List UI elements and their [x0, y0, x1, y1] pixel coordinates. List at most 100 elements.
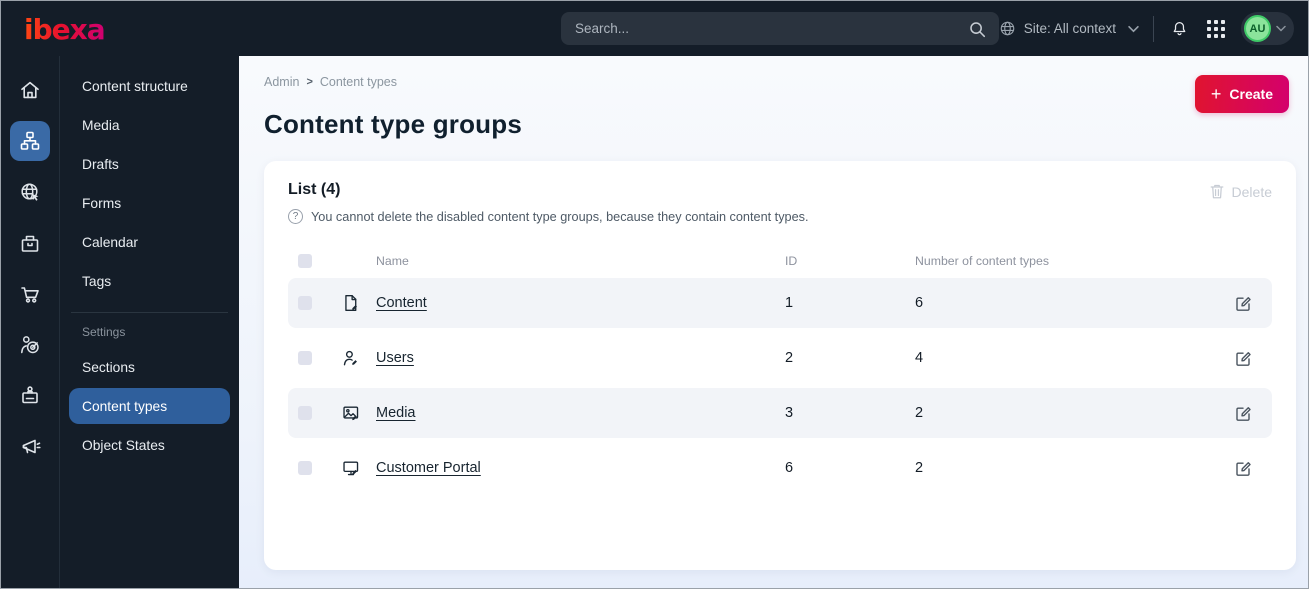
sidebar-item-content-types[interactable]: Content types: [69, 388, 230, 424]
delete-button[interactable]: Delete: [1209, 183, 1272, 200]
sidebar-item-label: Object States: [82, 437, 165, 453]
column-header-count: Number of content types: [915, 254, 1049, 268]
group-count: 4: [915, 350, 924, 366]
sidebar-menu: Content structure Media Drafts Forms Cal…: [60, 56, 239, 588]
group-name-link[interactable]: Users: [376, 350, 414, 366]
apps-menu-button[interactable]: [1205, 18, 1227, 40]
menu-divider: [71, 312, 228, 313]
column-header-name: Name: [376, 254, 409, 268]
sidebar-item-content-structure[interactable]: Content structure: [69, 68, 230, 104]
breadcrumb-separator: >: [306, 76, 313, 88]
sidebar-item-label: Content structure: [82, 78, 188, 94]
grid-icon: [1207, 19, 1225, 38]
logo-text: ibexa: [24, 13, 105, 46]
list-count-title: List (4): [288, 181, 341, 198]
chevron-down-icon: [1276, 25, 1286, 32]
megaphone-icon: [22, 439, 41, 454]
badge-icon: [22, 386, 38, 404]
edit-button[interactable]: [1232, 457, 1272, 479]
sidebar-item-label: Drafts: [82, 156, 119, 172]
group-name-link[interactable]: Customer Portal: [376, 460, 481, 476]
group-count: 6: [915, 295, 924, 311]
row-checkbox[interactable]: [298, 406, 312, 420]
avatar: AU: [1244, 15, 1271, 42]
create-button-label: Create: [1229, 86, 1273, 102]
ibexa-logo[interactable]: ibexa: [23, 11, 113, 47]
user-edit-icon: [342, 349, 376, 367]
search-icon[interactable]: [967, 19, 987, 39]
group-id: 6: [785, 460, 794, 476]
chevron-down-icon: [1128, 25, 1139, 33]
row-checkbox[interactable]: [298, 461, 312, 475]
edit-icon: [1236, 352, 1251, 366]
notifications-button[interactable]: [1168, 17, 1191, 41]
edit-icon: [1236, 297, 1251, 311]
global-search[interactable]: [561, 12, 999, 45]
edit-button[interactable]: [1232, 402, 1272, 424]
site-globe-icon: [21, 183, 39, 201]
table-row: Users 2 4: [288, 333, 1272, 383]
globe-icon: [1000, 21, 1014, 36]
page-title: Content type groups: [264, 109, 523, 139]
rail-item-dashboard[interactable]: [10, 70, 50, 110]
group-id: 3: [785, 405, 794, 421]
image-edit-icon: [342, 404, 376, 422]
breadcrumb: Admin > Content types: [264, 75, 1296, 89]
group-id: 1: [785, 295, 794, 311]
bell-icon: [1173, 21, 1186, 35]
help-icon: ?: [288, 209, 303, 224]
create-button[interactable]: + Create: [1194, 75, 1289, 113]
row-checkbox[interactable]: [298, 351, 312, 365]
column-header-id: ID: [785, 254, 798, 268]
info-text: You cannot delete the disabled content t…: [311, 209, 809, 224]
search-input[interactable]: [575, 21, 967, 36]
table-header-row: Name ID Number of content types: [288, 244, 1272, 278]
topbar-divider: [1153, 15, 1154, 42]
breadcrumb-admin[interactable]: Admin: [264, 75, 300, 89]
sidebar-item-label: Media: [82, 117, 120, 133]
group-name-link[interactable]: Content: [376, 295, 427, 311]
row-checkbox[interactable]: [298, 296, 312, 310]
content-type-groups-table: Name ID Number of content types Content …: [288, 244, 1272, 498]
edit-icon: [1236, 407, 1251, 421]
edit-button[interactable]: [1232, 292, 1272, 314]
package-icon: [21, 235, 39, 252]
sidebar-item-forms[interactable]: Forms: [69, 185, 230, 221]
home-icon: [21, 81, 39, 99]
monitor-edit-icon: [342, 459, 376, 477]
file-edit-icon: [342, 294, 376, 312]
rail-item-content[interactable]: [10, 121, 50, 161]
user-menu[interactable]: AU: [1241, 12, 1294, 45]
group-name-link[interactable]: Media: [376, 405, 416, 421]
select-all-checkbox[interactable]: [298, 254, 312, 268]
plus-icon: +: [1210, 84, 1222, 104]
edit-button[interactable]: [1232, 347, 1272, 369]
edit-icon: [1236, 462, 1251, 476]
table-row: Customer Portal 6 2: [288, 443, 1272, 493]
site-context-label: Site: All context: [1023, 21, 1116, 36]
rail-item-customers[interactable]: [10, 325, 50, 365]
settings-section-label: Settings: [82, 325, 126, 339]
sidebar-item-sections[interactable]: Sections: [69, 349, 230, 385]
sidebar-item-label: Forms: [82, 195, 122, 211]
sidebar-item-media[interactable]: Media: [69, 107, 230, 143]
sidebar-item-calendar[interactable]: Calendar: [69, 224, 230, 260]
site-context-switcher[interactable]: Site: All context: [999, 20, 1139, 37]
sidebar-item-label: Tags: [82, 273, 112, 289]
rail-item-marketing[interactable]: [10, 427, 50, 467]
rail-item-site[interactable]: [10, 172, 50, 212]
topbar: ibexa Site: All context: [1, 1, 1308, 56]
rail-item-products[interactable]: [10, 223, 50, 263]
topbar-actions: Site: All context AU: [999, 1, 1294, 56]
table-row: Content 1 6: [288, 278, 1272, 328]
customer-target-icon: [21, 336, 39, 354]
sidebar-item-object-states[interactable]: Object States: [69, 427, 230, 463]
rail-item-commerce[interactable]: [10, 274, 50, 314]
sidebar-item-tags[interactable]: Tags: [69, 263, 230, 299]
rail-item-corporate[interactable]: [10, 376, 50, 416]
sidebar-item-drafts[interactable]: Drafts: [69, 146, 230, 182]
table-row: Media 3 2: [288, 388, 1272, 438]
icon-rail: [1, 56, 60, 588]
sidebar-item-label: Sections: [82, 359, 135, 375]
